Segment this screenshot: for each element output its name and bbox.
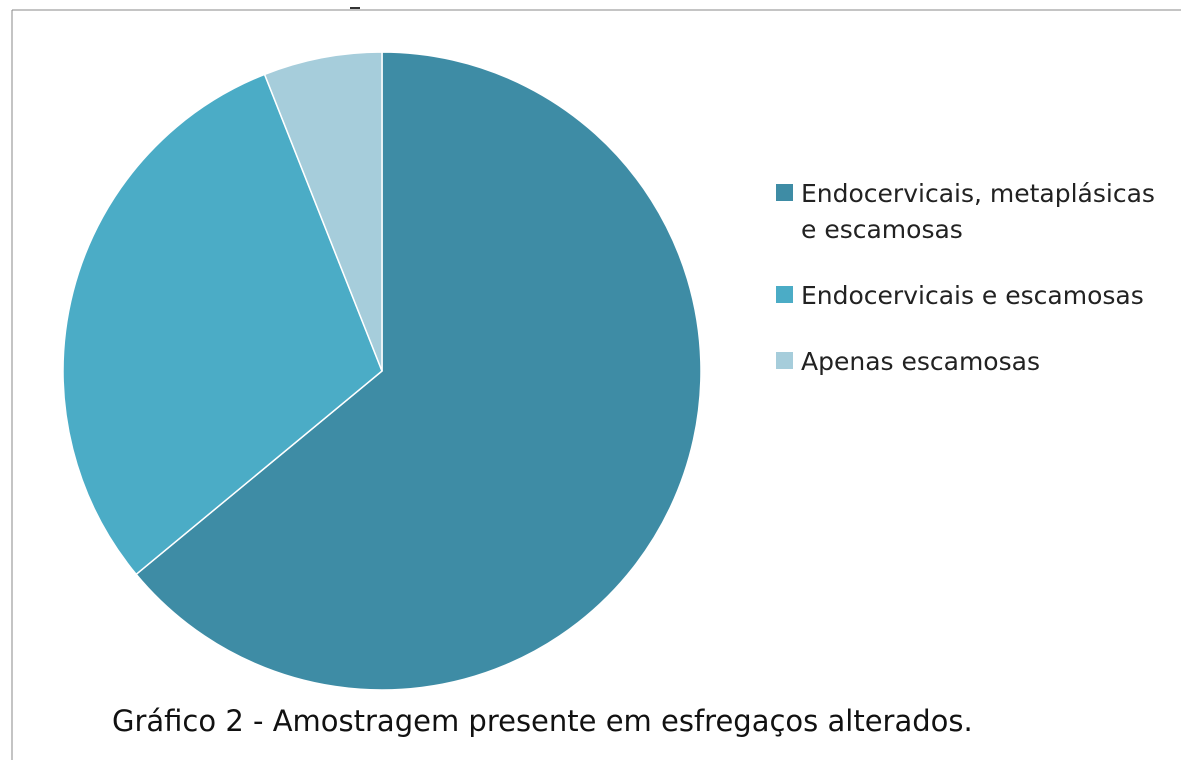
pie-slice (263, 51, 383, 372)
legend-entry: Endocervicais e escamosas (776, 278, 1176, 314)
pie-slice (135, 51, 702, 691)
legend: Endocervicais, metaplásicas e escamosas E… (776, 176, 1176, 410)
legend-label: Endocervicais e escamosas (801, 281, 1144, 310)
legend-entry: Apenas escamosas (776, 344, 1176, 380)
legend-swatch (776, 286, 793, 303)
pie (62, 51, 702, 691)
legend-label: Endocervicais, metaplásicas e escamosas (801, 179, 1155, 244)
caption: Gráfico 2 - Amostragem presente em esfre… (112, 704, 973, 738)
legend-entry: Endocervicais, metaplásicas e escamosas (776, 176, 1176, 248)
legend-swatch (776, 184, 793, 201)
legend-label: Apenas escamosas (801, 347, 1040, 376)
legend-swatch (776, 352, 793, 369)
pie-slice (62, 73, 383, 576)
